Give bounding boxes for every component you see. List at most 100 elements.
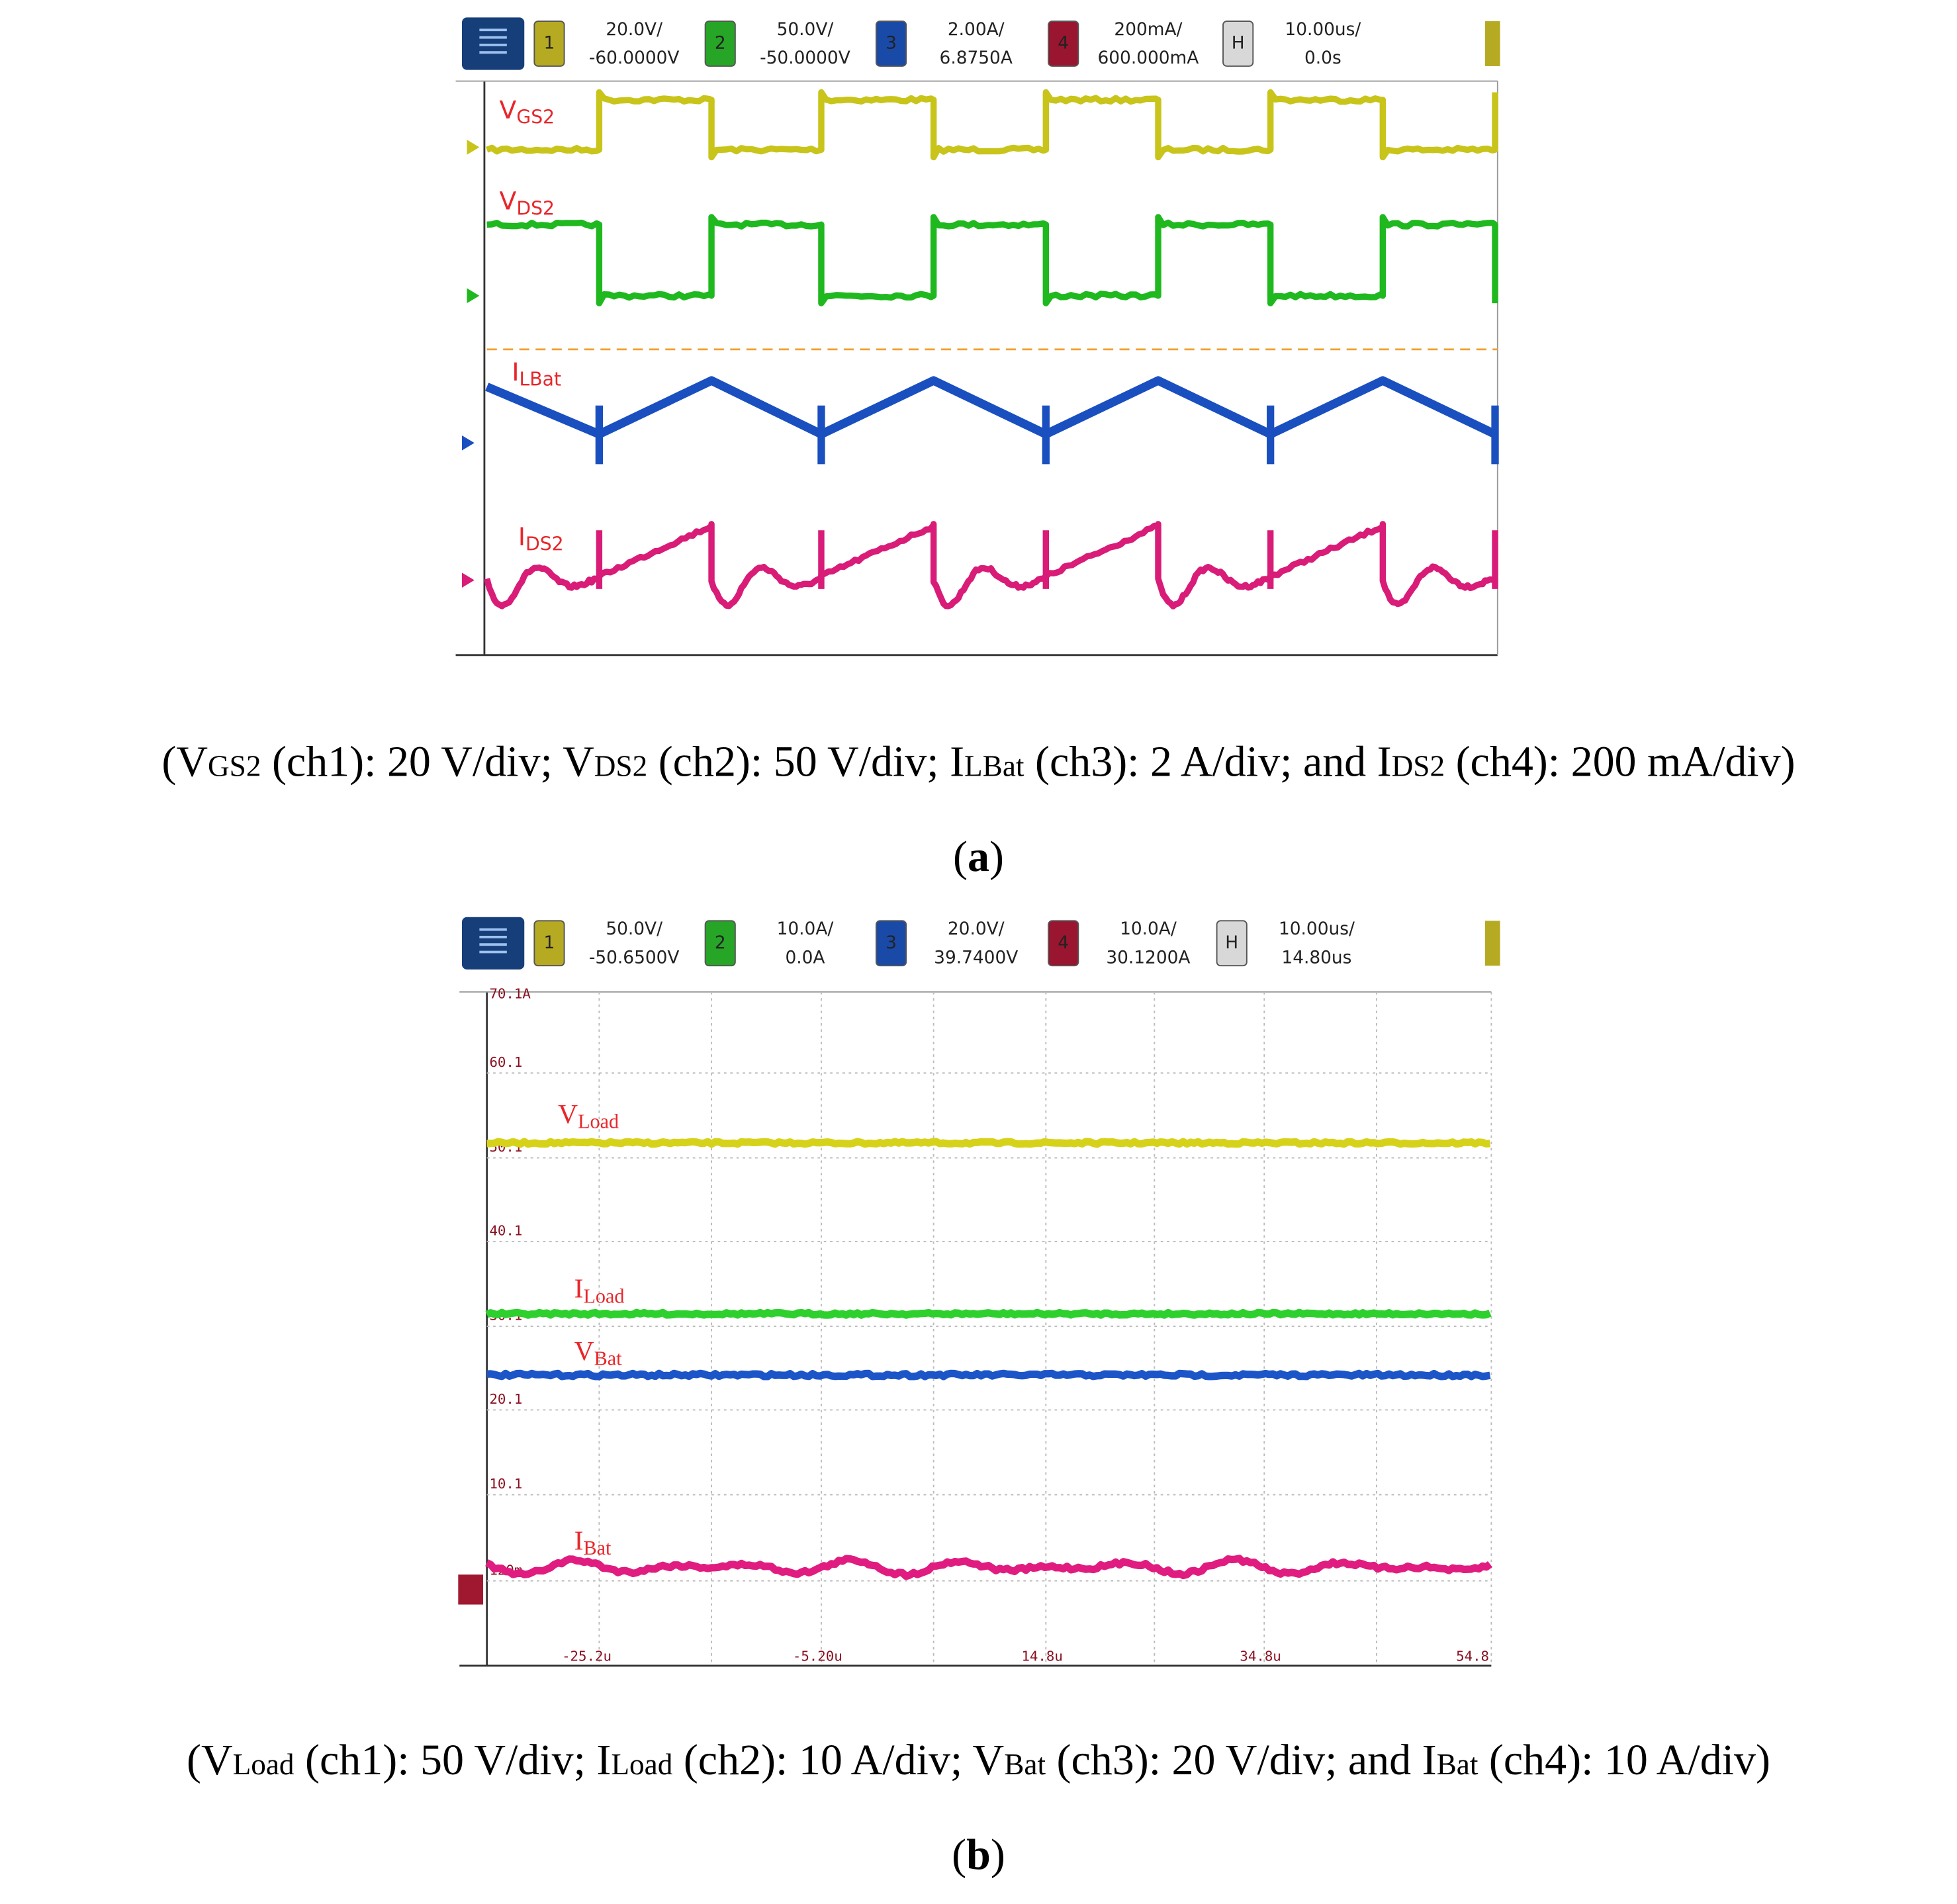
trace-iload [485, 1308, 1492, 1319]
caption-text: (ch2): 50 V/div; I [647, 738, 964, 786]
channel-offset: -50.0000V [760, 48, 850, 68]
panel-label-part: ) [989, 833, 1004, 881]
channel-offset: 6.8750A [940, 48, 1013, 68]
panel-label-part: b [966, 1831, 991, 1879]
caption-sub: LBat [964, 750, 1024, 783]
channel-box [533, 920, 565, 967]
panel-label-part: ( [952, 1831, 966, 1879]
channel-offset: 0.0A [785, 948, 825, 968]
grid-label: 20.1 [489, 1391, 522, 1407]
trace-label: VGS2 [500, 95, 555, 128]
channel-marker [461, 572, 475, 588]
channel-scale: 50.0V/ [606, 919, 662, 939]
caption-text: (ch4): 200 mA/div) [1445, 738, 1796, 786]
caption-text: (ch1): 20 V/div; V [261, 738, 594, 786]
trace-label: VBat [574, 1336, 622, 1370]
channel-box [875, 21, 907, 67]
trace-vbat [486, 1369, 1491, 1381]
trace-ilbat [485, 376, 1497, 439]
trace-label-sub: Bat [583, 1537, 611, 1559]
time-label: 54.8 [1456, 1648, 1489, 1664]
channel-scale: 2.00A/ [948, 20, 1005, 40]
panel-label-part: ) [991, 1831, 1005, 1879]
trace-label-main: V [558, 1099, 578, 1129]
caption: (VGS2 (ch1): 20 V/div; VDS2 (ch2): 50 V/… [161, 738, 1795, 786]
caption-text: (ch2): 10 A/div; V [672, 1736, 1004, 1784]
panel-label-part: a [968, 833, 989, 881]
trace-label-sub: Load [578, 1110, 619, 1132]
trace-label: ILoad [574, 1273, 625, 1308]
caption-text: (ch3): 2 A/div; and I [1024, 738, 1392, 786]
trace-label-sub: GS2 [516, 107, 555, 128]
trigger-box [1484, 21, 1500, 66]
caption-text: (ch4): 10 A/div) [1478, 1736, 1770, 1784]
channel-id: 4 [1058, 34, 1069, 54]
trace-label-main: V [500, 187, 517, 216]
channel-id: 1 [544, 34, 555, 54]
trace-label: ILBat [512, 357, 561, 390]
trace-ids2 [484, 521, 1494, 610]
trace-label-sub: DS2 [516, 197, 555, 219]
caption-sub: Load [233, 1748, 295, 1781]
channel-box [533, 21, 565, 67]
caption-sub: DS2 [594, 750, 647, 783]
caption: (VLoad (ch1): 50 V/div; ILoad (ch2): 10 … [187, 1736, 1770, 1784]
channel-scale: 20.0V/ [606, 20, 662, 40]
time-label: 34.8u [1240, 1648, 1281, 1664]
channel-box [1216, 920, 1248, 967]
channel-box [704, 920, 736, 967]
panel-label: (b) [952, 1831, 1005, 1879]
caption-sub: Load [611, 1748, 672, 1781]
caption-text: (V [187, 1736, 233, 1784]
channel-marker [461, 435, 475, 451]
trace-label-sub: Load [583, 1285, 624, 1307]
channel-box [1048, 21, 1079, 67]
channel-offset: 14.80us [1281, 948, 1351, 968]
channel-id: H [1225, 933, 1238, 953]
channel-scale: 10.0A/ [777, 919, 834, 939]
channel-offset: 600.000mA [1097, 48, 1199, 68]
caption-text: (V [161, 738, 208, 786]
trace-label-sub: DS2 [525, 533, 564, 555]
time-label: -25.2u [562, 1648, 612, 1664]
channel-box [1222, 21, 1254, 67]
channel-box [704, 21, 736, 67]
trace-label: VDS2 [500, 187, 555, 220]
channel-offset: 30.1200A [1106, 948, 1190, 968]
trigger-box [1484, 921, 1500, 966]
channel-id: 2 [715, 933, 726, 953]
time-label: 14.8u [1021, 1648, 1062, 1664]
trace-label-main: V [500, 95, 517, 124]
channel-scale: 200mA/ [1114, 20, 1182, 40]
grid-label: 60.1 [489, 1054, 522, 1070]
caption-sub: GS2 [208, 750, 261, 783]
channel-marker [467, 140, 480, 155]
channel-id: 4 [1058, 933, 1069, 953]
channel-scale: 10.0A/ [1120, 919, 1177, 939]
trace-label-sub: LBat [520, 369, 562, 390]
channel-scale: 20.0V/ [948, 919, 1005, 939]
trace-vgs2 [486, 89, 1498, 161]
grid-label: 70.1A [489, 985, 531, 1001]
trace-label-main: V [574, 1336, 594, 1366]
grid-label: 10.1 [489, 1476, 522, 1492]
channel-marker [467, 288, 480, 304]
channel-id: 1 [544, 933, 555, 953]
channel-offset: 0.0s [1304, 48, 1342, 68]
trace-ibat [485, 1555, 1492, 1580]
channel-box [875, 920, 907, 967]
channel-id: H [1232, 34, 1245, 54]
channel-offset: 39.7400V [934, 948, 1018, 968]
trace-label-main: I [518, 522, 525, 551]
channel-offset: -50.6500V [589, 948, 680, 968]
grid-label: 40.1 [489, 1222, 522, 1238]
time-label: -5.20u [793, 1648, 842, 1664]
channel-id: 2 [715, 34, 726, 54]
trace-label-main: I [512, 357, 519, 386]
trace-label-main: I [574, 1273, 584, 1304]
channel-scale: 50.0V/ [777, 20, 834, 40]
channel-offset: -60.0000V [589, 48, 680, 68]
channel-id: 3 [886, 933, 897, 953]
